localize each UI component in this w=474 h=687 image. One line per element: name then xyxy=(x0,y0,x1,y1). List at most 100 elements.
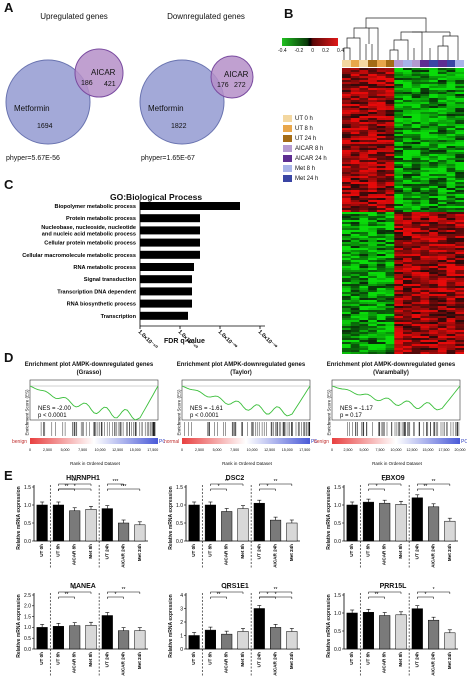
heatmap-cell xyxy=(342,320,352,323)
heatmap-cell xyxy=(350,234,360,237)
heatmap-cell xyxy=(455,346,464,349)
heatmap-cell xyxy=(411,102,421,105)
heatmap-cell xyxy=(350,214,360,217)
heatmap-cell xyxy=(342,110,352,113)
qpcr-bar xyxy=(346,504,358,542)
heatmap-cell xyxy=(385,72,395,75)
qpcr-sig-bracket xyxy=(368,483,402,486)
heatmap-cell xyxy=(411,302,421,305)
heatmap-cell xyxy=(455,198,464,201)
heatmap-cell xyxy=(403,294,413,297)
heatmap-cell xyxy=(411,104,421,107)
heatmap-cell xyxy=(420,326,430,329)
gsea-xlabel: Rank in Ordered Dataset xyxy=(372,461,422,466)
heatmap-cell xyxy=(429,250,439,253)
heatmap-cell xyxy=(411,90,421,93)
heatmap-cell xyxy=(411,288,421,291)
heatmap-cell xyxy=(385,122,395,125)
heatmap-cell xyxy=(437,252,447,255)
heatmap-cell xyxy=(437,298,447,301)
qpcr-category-label: Met 8h xyxy=(240,544,245,559)
go-chart-panel: GO:Biological Process Biopolymer metabol… xyxy=(0,188,280,350)
heatmap-cell xyxy=(420,172,430,175)
heatmap-cell xyxy=(403,346,413,349)
legend-label: AICAR 24 h xyxy=(295,155,327,162)
heatmap-cell xyxy=(446,328,456,331)
qpcr-sig-bracket xyxy=(107,488,141,491)
heatmap-cell xyxy=(411,254,421,257)
qpcr-category-label: Met 24h xyxy=(447,652,452,669)
gsea-left-label: benign xyxy=(314,439,329,445)
heatmap-cell xyxy=(385,176,395,179)
heatmap-cell xyxy=(411,124,421,127)
heatmap-cell xyxy=(359,162,369,165)
heatmap-cell xyxy=(403,344,413,347)
heatmap-cell xyxy=(420,128,430,131)
heatmap-cell xyxy=(420,236,430,239)
heatmap-cell xyxy=(437,124,447,127)
heatmap-cell xyxy=(411,178,421,181)
heatmap-cell xyxy=(394,198,404,201)
heatmap-cell xyxy=(429,72,439,75)
heatmap-cell xyxy=(437,86,447,89)
heatmap-cell xyxy=(403,130,413,133)
heatmap-cell xyxy=(342,114,352,117)
heatmap-cell xyxy=(350,210,360,213)
heatmap-cell xyxy=(429,290,439,293)
heatmap-cell xyxy=(429,194,439,197)
heatmap-cell xyxy=(455,116,464,119)
heatmap-cell xyxy=(376,80,386,83)
heatmap-cell xyxy=(394,240,404,243)
heatmap-cell xyxy=(359,282,369,285)
heatmap-cell xyxy=(403,104,413,107)
qpcr-y-tick-label: 2.5 xyxy=(24,593,31,599)
qpcr-y-tick-label: 2.0 xyxy=(24,604,31,610)
gsea-x-tick: 12,500 xyxy=(264,448,275,452)
heatmap-cell xyxy=(376,74,386,77)
heatmap-cell xyxy=(446,352,456,354)
heatmap-cell xyxy=(411,350,421,353)
heatmap-cell xyxy=(403,108,413,111)
heatmap-cell xyxy=(455,314,464,317)
heatmap-cell xyxy=(394,282,404,285)
heatmap-cell xyxy=(411,184,421,187)
qpcr-category-label: UT 8h xyxy=(365,544,370,557)
heatmap-cell xyxy=(455,270,464,273)
qpcr-bar xyxy=(237,631,249,650)
heatmap-cell xyxy=(376,114,386,117)
heatmap-cell xyxy=(420,138,430,141)
heatmap-cell xyxy=(403,212,413,215)
qpcr-svg: 0.00.51.01.5UT 0h UT 8h AICAR 8h Met 8h UT 2… xyxy=(176,479,300,569)
heatmap-cell xyxy=(359,296,369,299)
heatmap-cell xyxy=(446,236,456,239)
heatmap-cell xyxy=(394,232,404,235)
heatmap-cell xyxy=(394,78,404,81)
scale-tick: 0.2 xyxy=(322,48,330,54)
heatmap-cell xyxy=(455,268,464,271)
heatmap-cell xyxy=(376,268,386,271)
heatmap-cell xyxy=(368,290,378,293)
heatmap-cell xyxy=(350,286,360,289)
heatmap-cell xyxy=(420,68,430,71)
heatmap-cell xyxy=(420,330,430,333)
heatmap-cell xyxy=(368,310,378,313)
heatmap-cell xyxy=(342,226,352,229)
heatmap-cell xyxy=(420,214,430,217)
heatmap-cell xyxy=(394,80,404,83)
go-bar xyxy=(140,275,192,284)
heatmap-cell xyxy=(376,296,386,299)
heatmap-cell xyxy=(403,206,413,209)
heatmap-cell xyxy=(385,318,395,321)
heatmap-cell xyxy=(420,78,430,81)
heatmap-cell xyxy=(411,330,421,333)
heatmap-cell xyxy=(350,218,360,221)
heatmap-cell xyxy=(359,280,369,283)
gsea-title: Enrichment plot AMPK-downregulated genes xyxy=(176,362,306,368)
heatmap-cell xyxy=(342,286,352,289)
heatmap-cell xyxy=(437,218,447,221)
heatmap-cell xyxy=(429,110,439,113)
legend-swatch xyxy=(283,165,292,172)
heatmap-cell xyxy=(437,114,447,117)
heatmap-cell xyxy=(350,196,360,199)
heatmap-cell xyxy=(342,68,352,71)
